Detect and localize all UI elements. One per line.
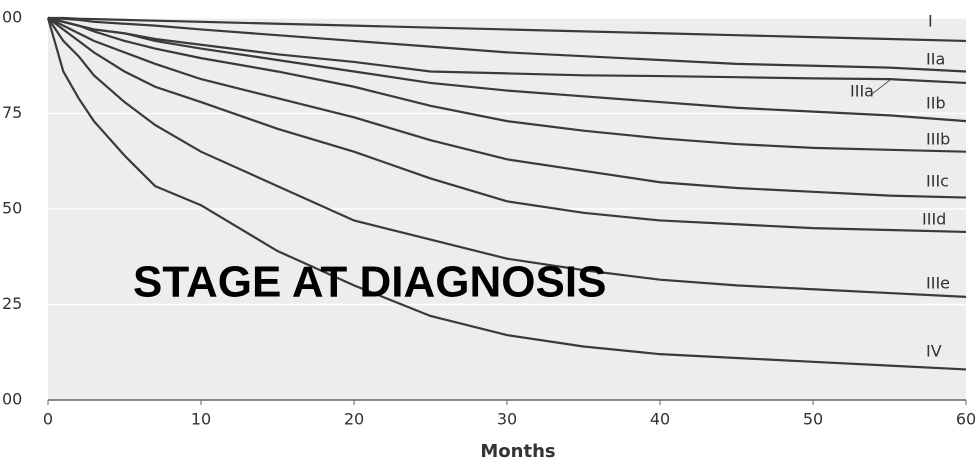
y-tick-label: 50 — [2, 199, 22, 218]
survival-curve — [47, 16, 967, 123]
curves — [46, 16, 967, 371]
x-tick-label: 10 — [191, 410, 211, 429]
series-label: IIIc — [926, 172, 949, 191]
label-leader — [871, 79, 891, 95]
x-axis-label: Months — [480, 441, 555, 462]
x-tick-label: 50 — [803, 410, 823, 429]
series-label: IIIb — [926, 130, 950, 149]
survival-curve — [47, 17, 967, 199]
series-label: IIa — [926, 50, 945, 69]
series-label: IIb — [926, 94, 946, 113]
series-label: IIIe — [926, 274, 950, 293]
series-label: IIId — [922, 210, 946, 229]
survival-curve — [46, 17, 967, 371]
x-tick-label: 30 — [497, 410, 517, 429]
survival-curve — [47, 17, 967, 234]
x-tick-label: 40 — [650, 410, 670, 429]
series-label: IIIa — [850, 82, 874, 101]
survival-curve — [47, 16, 967, 73]
survival-curve — [47, 17, 967, 298]
x-tick-label: 60 — [956, 410, 976, 429]
x-tick-label: 0 — [43, 410, 53, 429]
survival-curve — [47, 16, 967, 153]
y-tick-label: 00 — [2, 390, 22, 409]
series-label: I — [928, 12, 933, 31]
y-tick-label: 25 — [2, 294, 22, 313]
series-label: IV — [926, 342, 942, 361]
y-tick-label: 75 — [2, 103, 22, 122]
survival-curve — [48, 16, 967, 43]
chart-title: STAGE AT DIAGNOSIS — [133, 258, 606, 307]
x-tick-label: 20 — [344, 410, 364, 429]
y-tick-label: 00 — [2, 8, 22, 27]
